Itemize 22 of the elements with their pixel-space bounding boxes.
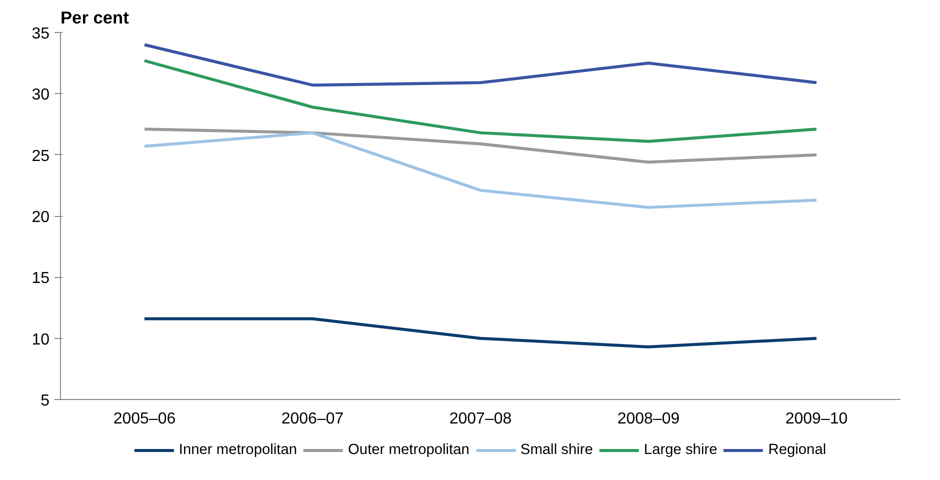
x-tick-label: 2008–09	[617, 410, 680, 428]
legend-label: Outer metropolitan	[348, 442, 470, 458]
legend-label: Large shire	[644, 442, 718, 458]
x-tick-label: 2005–06	[113, 410, 176, 428]
y-axis-title: Per cent	[60, 8, 130, 28]
y-tick-label: 5	[40, 392, 50, 410]
x-tick-label: 2006–07	[281, 410, 344, 428]
line-series	[143, 43, 818, 87]
y-tick-label: 15	[32, 270, 50, 288]
y-tick-label: 10	[32, 331, 50, 348]
legend-label: Small shire	[520, 442, 593, 458]
y-tick-label: 25	[32, 148, 50, 165]
y-tick-label: 20	[32, 209, 50, 226]
x-tick-label: 2007–08	[449, 410, 512, 428]
x-tick-label: 2009–10	[785, 410, 848, 428]
legend-label: Regional	[768, 442, 826, 458]
line-series	[143, 59, 818, 143]
legend-label: Inner metropolitan	[178, 442, 298, 458]
y-tick-label: 30	[32, 86, 50, 104]
line-series	[143, 131, 818, 209]
y-tick-label: 35	[32, 26, 50, 42]
line-series	[143, 128, 818, 164]
